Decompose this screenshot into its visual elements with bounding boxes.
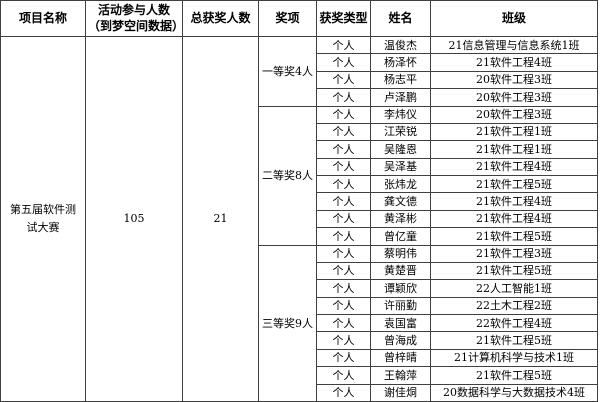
table-row: 个人 王翰萍 21软件工程5班	[1, 366, 598, 385]
table-row: 个人 吴隆恩 21软件工程1班	[1, 140, 598, 159]
header-row: 项目名称 活动参与人数 （到梦空间数据） 总获奖人数 奖项 获奖类型 姓名 班级	[0, 0, 598, 37]
winner-name-cell: 温俊杰	[370, 35, 431, 55]
award-type-cell: 个人	[316, 331, 371, 350]
winner-name-cell: 黄泽彬	[370, 209, 431, 229]
winner-class-cell: 21软件工程5班	[430, 366, 598, 385]
winner-class-cell: 21软件工程3班	[430, 244, 598, 263]
winner-class-cell: 22土木工程2班	[430, 296, 598, 316]
table-row: 个人 吴泽基 21软件工程4班	[1, 157, 598, 177]
winner-name-cell: 杨志平	[370, 70, 431, 90]
table-row: 个人 卢泽鹏 20软件工程3班	[1, 88, 598, 107]
award-group-cell: 一等奖4人	[258, 36, 317, 107]
winner-name-cell: 袁国富	[370, 313, 431, 333]
award-type-cell: 个人	[316, 140, 371, 159]
table-row: 个人 谭颖欣 22人工智能1班	[1, 279, 598, 298]
header-name: 姓名	[370, 0, 431, 37]
header-participants: 活动参与人数 （到梦空间数据）	[85, 0, 183, 37]
award-type-cell: 个人	[316, 88, 371, 107]
winner-name-cell: 曾亿童	[370, 227, 431, 246]
winner-name-cell: 龚文德	[370, 192, 431, 211]
award-type-cell: 个人	[316, 35, 371, 55]
award-type-cell: 个人	[316, 366, 371, 385]
participants-cell: 105	[85, 36, 183, 402]
winner-name-cell: 黄楚晋	[370, 261, 431, 281]
winner-class-cell: 22人工智能1班	[430, 279, 598, 298]
winner-name-cell: 谢佳烔	[370, 383, 431, 402]
winner-name-cell: 李炜仪	[370, 105, 431, 124]
winner-class-cell: 21软件工程4班	[430, 209, 598, 229]
award-type-cell: 个人	[316, 209, 371, 229]
winner-class-cell: 21软件工程4班	[430, 53, 598, 72]
winner-class-cell: 21软件工程1班	[430, 122, 598, 142]
winner-name-cell: 蔡明伟	[370, 244, 431, 263]
winner-name-cell: 王翰萍	[370, 366, 431, 385]
award-type-cell: 个人	[316, 122, 371, 142]
project-name-cell: 第五届软件测试大赛	[0, 36, 86, 402]
table-row: 第五届软件测试大赛 105 21 一等奖4人 个人 温俊杰 21信息管理与信息系统1班	[0, 35, 598, 402]
table-row: 二等奖8人 个人 李炜仪 20软件工程3班	[1, 105, 598, 246]
winner-class-cell: 21软件工程1班	[430, 140, 598, 159]
winner-class-cell: 21软件工程4班	[430, 157, 598, 177]
winner-class-cell: 21软件工程4班	[430, 192, 598, 211]
header-total-winners: 总获奖人数	[182, 0, 259, 37]
winner-name-cell: 吴隆恩	[370, 140, 431, 159]
award-type-cell: 个人	[316, 70, 371, 90]
header-award: 奖项	[258, 0, 317, 37]
header-class: 班级	[430, 0, 598, 37]
table-row: 个人 袁国富 22软件工程4班	[1, 313, 598, 333]
winner-class-cell: 21信息管理与信息系统1班	[430, 35, 598, 55]
winner-class-cell: 20软件工程3班	[430, 70, 598, 90]
winner-name-cell: 许丽勤	[370, 296, 431, 316]
winner-class-cell: 21软件工程5班	[430, 227, 598, 246]
award-type-cell: 个人	[316, 105, 371, 124]
award-group-cell: 二等奖8人	[258, 105, 317, 246]
award-type-cell: 个人	[316, 227, 371, 246]
award-type-cell: 个人	[316, 244, 371, 263]
award-type-cell: 个人	[316, 313, 371, 333]
award-type-cell: 个人	[316, 261, 371, 281]
winner-name-cell: 张炜龙	[370, 174, 431, 194]
table-row: 个人 曾亿童 21软件工程5班	[1, 227, 598, 246]
winners-body: 第五届软件测试大赛 105 21 一等奖4人 个人 温俊杰 21信息管理与信息系统1班 个人杨…	[0, 35, 598, 402]
winner-class-cell: 21软件工程5班	[430, 331, 598, 350]
winner-class-cell: 21软件工程5班	[430, 261, 598, 281]
winner-class-cell: 22软件工程4班	[430, 313, 598, 333]
table-row: 个人 杨志平 20软件工程3班	[1, 70, 598, 90]
award-type-cell: 个人	[316, 53, 371, 72]
table-row: 个人 谢佳烔 20数据科学与大数据技术4班	[1, 383, 598, 402]
winner-class-cell: 20数据科学与大数据技术4班	[430, 383, 598, 402]
winner-name-cell: 卢泽鹏	[370, 88, 431, 107]
award-type-cell: 个人	[316, 296, 371, 316]
award-type-cell: 个人	[316, 279, 371, 298]
header-project-name: 项目名称	[0, 0, 86, 37]
winner-name-cell: 江荣锐	[370, 122, 431, 142]
award-type-cell: 个人	[316, 174, 371, 194]
winner-class-cell: 20软件工程3班	[430, 105, 598, 124]
award-type-cell: 个人	[316, 157, 371, 177]
total-winners-cell: 21	[182, 36, 259, 402]
winner-name-cell: 谭颖欣	[370, 279, 431, 298]
winner-name-cell: 曾梓晴	[370, 348, 431, 368]
award-type-cell: 个人	[316, 383, 371, 402]
winner-class-cell: 21软件工程5班	[430, 174, 598, 194]
winner-name-cell: 杨泽怀	[370, 53, 431, 72]
winner-name-cell: 曾海成	[370, 331, 431, 350]
award-type-cell: 个人	[316, 192, 371, 211]
winner-class-cell: 20软件工程3班	[430, 88, 598, 107]
header-award-type: 获奖类型	[316, 0, 371, 37]
award-type-cell: 个人	[316, 348, 371, 368]
award-group-cell: 三等奖9人	[258, 244, 317, 402]
winner-class-cell: 21计算机科学与技术1班	[430, 348, 598, 368]
table-row: 三等奖9人 个人 蔡明伟 21软件工程3班	[1, 244, 598, 402]
winner-name-cell: 吴泽基	[370, 157, 431, 177]
table-row: 个人 曾梓晴 21计算机科学与技术1班	[1, 348, 598, 368]
